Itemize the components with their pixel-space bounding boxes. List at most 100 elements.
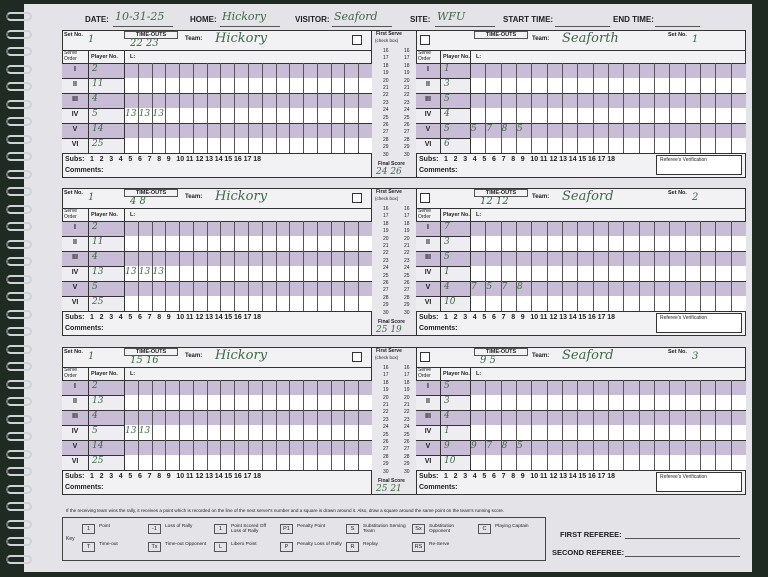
sub-number: 7 [147,314,152,321]
score-cell [124,123,138,138]
score-cell [316,236,331,251]
score-cell [124,221,138,236]
score-cell [137,410,152,425]
score-cell [654,296,670,311]
set-no-value: 1 [88,34,95,45]
sub-number: 7 [147,156,152,163]
score-cell [730,236,746,251]
running-number: 28 [404,453,410,460]
score-cell [234,63,248,78]
spiral-ring [6,204,32,214]
score-cell [638,440,654,455]
score-cell [330,221,345,236]
score-cell [700,425,716,440]
score-cell [623,296,639,311]
running-number: 30 [404,151,410,158]
score-cell [275,93,290,108]
running-number: 29 [383,144,389,151]
player-number: 1 [444,64,450,74]
sub-number: 2 [453,473,458,480]
player-number: 7 [444,222,450,232]
score-cell [531,221,546,236]
score-row [416,221,746,236]
score-cell [669,63,684,78]
score-cell [531,63,546,78]
score-cell [546,410,562,425]
score-cell [623,251,638,266]
score-cell [275,440,290,455]
running-number: 19 [404,387,410,394]
player-number: 5 [92,109,98,119]
score-cell [638,410,654,425]
sub-number: 15 [578,156,587,163]
player-no-label: Player No. [91,54,118,60]
score-cell [289,410,303,425]
legend-key: Key [66,536,75,542]
score-mark: 5 [486,282,493,292]
score-cell [330,440,345,455]
score-cell [316,93,331,108]
subs-row [416,311,746,312]
player-no-label: Player No. [443,371,470,377]
score-cell [165,455,180,470]
score-cell [289,108,304,123]
sub-number: 17 [243,314,252,321]
score-cell [608,138,624,153]
score-cell [151,251,166,266]
check-box-label: (check box) [375,355,399,360]
spiral-ring [6,344,32,354]
running-number: 27 [383,287,389,294]
score-cell [151,440,166,455]
field-value: 10-31-25 [115,10,165,23]
check-box [352,35,362,45]
score-cell [316,440,331,455]
comments-label: Comments: [65,484,104,491]
check-box-label: (check box) [375,38,399,43]
score-cell [206,455,221,470]
score-cell [289,236,304,251]
first-referee-label: FIRST REFEREE: [560,530,622,539]
score-cell [546,395,562,410]
score-cell [684,221,700,236]
sub-number: 15 [224,156,233,163]
score-cell [500,380,516,395]
score-cell [730,123,746,138]
running-number: 18 [383,62,389,69]
score-cell [700,108,716,123]
sub-number: 1 [90,314,94,321]
score-cell [715,93,730,108]
score-cell [516,410,531,425]
serve-order-label: Serve Order [64,208,78,220]
running-number: 18 [383,220,389,227]
score-cell [546,455,562,470]
score-cell [730,266,746,281]
player-number: 10 [444,456,456,466]
score-cell [358,63,372,78]
score-cell [358,296,372,311]
col-divider [470,50,471,153]
score-cell [546,78,562,93]
running-number: 23 [383,257,389,264]
team-name: Seaford [562,348,614,363]
player-number: 5 [444,124,450,134]
score-cell [577,251,592,266]
score-cell [684,296,700,311]
score-row [62,410,372,425]
score-cell [730,78,746,93]
player-number: 13 [92,396,104,406]
score-cell [137,296,152,311]
score-cell [330,236,345,251]
score-cell [358,138,372,153]
running-number: 20 [404,77,410,84]
score-cell [715,236,731,251]
key-text: Penalty Loss of Rally [297,542,342,547]
score-cell [261,281,276,296]
score-cell [248,108,262,123]
score-mark: 13 [125,267,137,277]
score-cell [220,123,234,138]
score-cell [470,410,485,425]
score-cell [485,108,501,123]
score-cell [531,78,547,93]
score-cell [137,266,152,281]
score-cell [730,410,746,425]
